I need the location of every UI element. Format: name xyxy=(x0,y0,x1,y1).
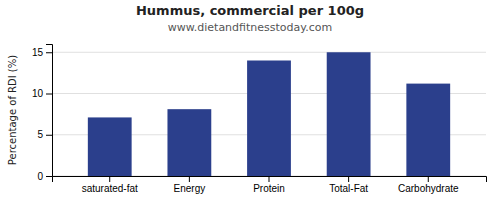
y-tick-mark xyxy=(46,135,52,136)
grid-line xyxy=(52,52,486,53)
bars xyxy=(88,52,450,176)
x-tick: saturated-fat xyxy=(82,176,138,194)
y-tick: 0 xyxy=(37,171,52,182)
y-tick-label: 0 xyxy=(37,171,43,182)
title: Hummus, commercial per 100g xyxy=(136,3,364,18)
x-tick: Energy xyxy=(174,176,206,194)
bar xyxy=(247,61,291,177)
bar xyxy=(167,109,211,176)
y-tick: 10 xyxy=(32,88,52,99)
chart: Hummus, commercial per 100g www.dietandfi… xyxy=(0,0,500,200)
x-tick-label: Total-Fat xyxy=(329,183,368,194)
x-tick-label: Energy xyxy=(174,183,206,194)
x-tick-label: saturated-fat xyxy=(82,183,138,194)
x-tick-label: Protein xyxy=(253,183,285,194)
y-tick: 5 xyxy=(37,129,52,140)
x-axis-line xyxy=(53,177,487,183)
bar xyxy=(88,117,132,176)
y-tick-mark xyxy=(46,176,52,177)
y-axis: 0 5 10 15 xyxy=(32,45,53,182)
bar xyxy=(406,84,450,176)
x-tick-mark xyxy=(428,176,429,182)
x-tick: Carbohydrate xyxy=(398,176,459,194)
x-tick: Protein xyxy=(253,176,285,194)
y-tick-label: 5 xyxy=(37,129,43,140)
y-tick-mark xyxy=(46,52,52,53)
x-axis: saturated-fat Energy Protein Total-Fat Carbo… xyxy=(53,176,487,194)
x-tick-mark xyxy=(189,176,190,182)
subtitle: www.dietandfitnesstoday.com xyxy=(168,21,332,34)
bar xyxy=(327,52,371,176)
y-tick-mark xyxy=(46,94,52,95)
y-tick-label: 15 xyxy=(32,47,44,58)
x-tick: Total-Fat xyxy=(329,176,368,194)
x-tick-mark xyxy=(109,176,110,182)
y-axis-title: Percentage of RDI (%) xyxy=(7,55,18,165)
y-tick: 15 xyxy=(32,47,52,58)
x-tick-label: Carbohydrate xyxy=(398,183,459,194)
y-axis-line xyxy=(46,45,53,177)
x-tick-mark xyxy=(348,176,349,182)
y-tick-label: 10 xyxy=(32,88,44,99)
plot: 0 5 10 15 saturated-fat Energy Protein Total-Fa… xyxy=(32,45,487,195)
grid xyxy=(52,52,486,176)
x-tick-mark xyxy=(269,176,270,182)
